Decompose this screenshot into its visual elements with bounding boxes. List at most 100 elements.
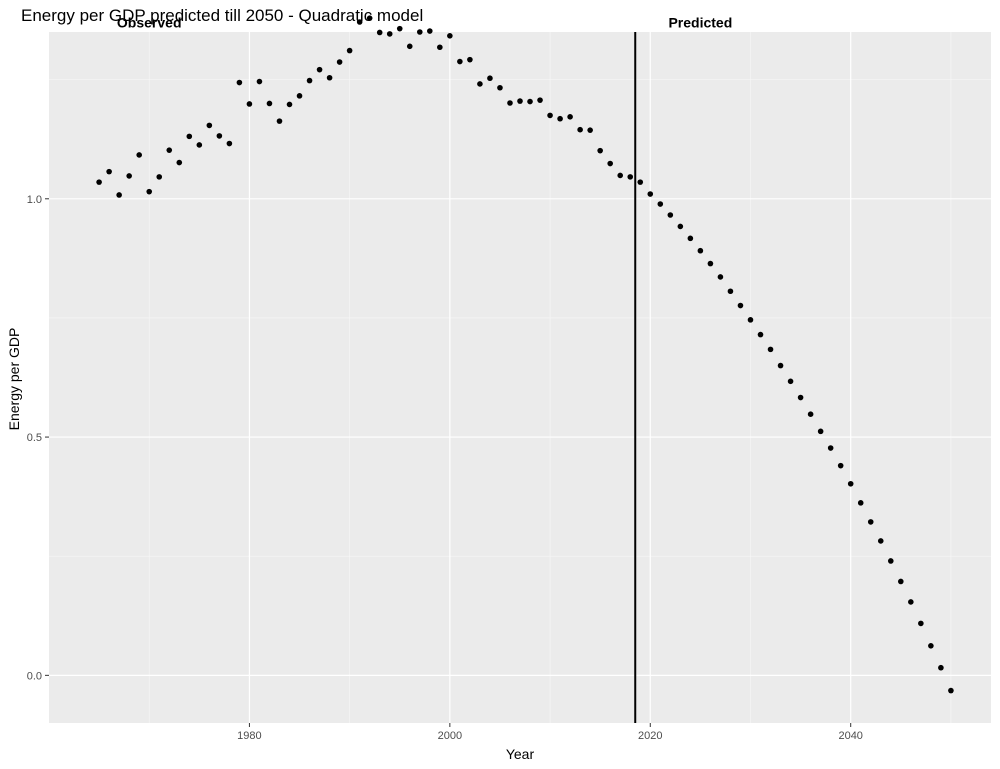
minor-gridlines <box>49 32 991 723</box>
data-point <box>256 78 263 85</box>
data-point <box>326 74 333 81</box>
data-point <box>477 81 483 87</box>
data-point <box>747 317 754 323</box>
data-point <box>707 260 714 267</box>
data-point <box>406 43 413 50</box>
data-point <box>627 174 634 180</box>
data-point <box>577 126 583 133</box>
data-point <box>186 133 193 140</box>
data-point <box>336 59 343 65</box>
annotations: Observed Predicted <box>117 14 732 30</box>
annotation-label: Predicted <box>668 14 732 30</box>
data-point <box>587 127 593 133</box>
data-point <box>777 362 784 369</box>
data-point <box>236 79 243 86</box>
data-point <box>146 188 153 195</box>
data-point <box>837 462 844 469</box>
data-point <box>877 538 884 544</box>
data-point <box>507 100 513 106</box>
data-point <box>537 97 543 103</box>
data-point <box>416 29 423 35</box>
data-point <box>166 147 173 153</box>
data-points <box>96 15 954 694</box>
data-point <box>356 19 363 25</box>
data-point <box>557 115 563 122</box>
x-tick-label: 2020 <box>638 730 662 742</box>
data-point <box>887 558 894 564</box>
data-point <box>637 179 644 185</box>
data-point <box>386 31 393 37</box>
data-point <box>827 445 834 451</box>
data-point <box>487 75 493 82</box>
data-point <box>918 620 924 627</box>
data-point <box>396 25 403 32</box>
data-point <box>316 66 323 73</box>
data-point <box>306 77 313 84</box>
data-point <box>176 159 183 166</box>
data-point <box>908 599 914 605</box>
plot-panel <box>49 32 991 723</box>
data-point <box>226 140 233 147</box>
y-tick-label: 0.0 <box>27 670 42 682</box>
axis-ticks: 1980 2000 2020 2040 0.0 0.5 1.0 <box>27 194 863 742</box>
y-tick-label: 1.0 <box>27 194 42 206</box>
data-point <box>427 28 433 34</box>
x-tick-label: 2040 <box>838 730 862 742</box>
data-point <box>156 174 163 180</box>
data-point <box>657 201 664 207</box>
data-point <box>96 179 102 185</box>
data-point <box>867 519 874 525</box>
y-tick-label: 0.5 <box>27 432 42 444</box>
major-gridlines <box>49 32 991 723</box>
data-point <box>276 118 283 124</box>
data-point <box>126 173 132 179</box>
data-point <box>617 172 624 179</box>
data-point <box>597 147 603 154</box>
data-point <box>447 33 453 39</box>
data-point <box>467 56 473 63</box>
data-point <box>787 378 794 385</box>
data-point <box>286 101 293 108</box>
data-point <box>737 302 744 309</box>
data-point <box>376 29 383 36</box>
data-point <box>547 112 553 119</box>
data-point <box>727 288 734 295</box>
data-point <box>667 212 674 218</box>
data-point <box>246 101 253 107</box>
data-point <box>687 235 694 242</box>
data-point <box>527 98 533 105</box>
data-point <box>457 58 463 65</box>
data-point <box>797 394 804 401</box>
data-point <box>266 100 273 107</box>
data-point <box>346 47 353 54</box>
data-point <box>928 642 934 649</box>
data-point <box>757 331 764 338</box>
data-point <box>857 500 864 506</box>
data-point <box>938 664 944 671</box>
x-axis-title: Year <box>506 746 535 762</box>
chart-title: Energy per GDP predicted till 2050 - Qua… <box>21 6 423 25</box>
data-point <box>296 93 303 99</box>
data-point <box>807 411 814 417</box>
data-point <box>106 168 112 175</box>
data-point <box>196 142 203 148</box>
data-point <box>677 223 684 230</box>
data-point <box>717 274 724 280</box>
data-point <box>948 687 954 694</box>
annotation-label: Observed <box>117 14 182 30</box>
data-point <box>817 428 824 435</box>
data-point <box>206 122 213 129</box>
data-point <box>898 578 904 585</box>
y-axis-title: Energy per GDP <box>6 328 22 431</box>
data-point <box>697 247 704 254</box>
data-point <box>847 480 854 487</box>
x-tick-label: 2000 <box>438 730 462 742</box>
data-point <box>497 84 503 91</box>
data-point <box>647 191 654 197</box>
data-point <box>517 98 523 104</box>
data-point <box>767 346 774 353</box>
x-tick-label: 1980 <box>237 730 261 742</box>
data-point <box>567 114 573 120</box>
data-point <box>136 152 142 158</box>
